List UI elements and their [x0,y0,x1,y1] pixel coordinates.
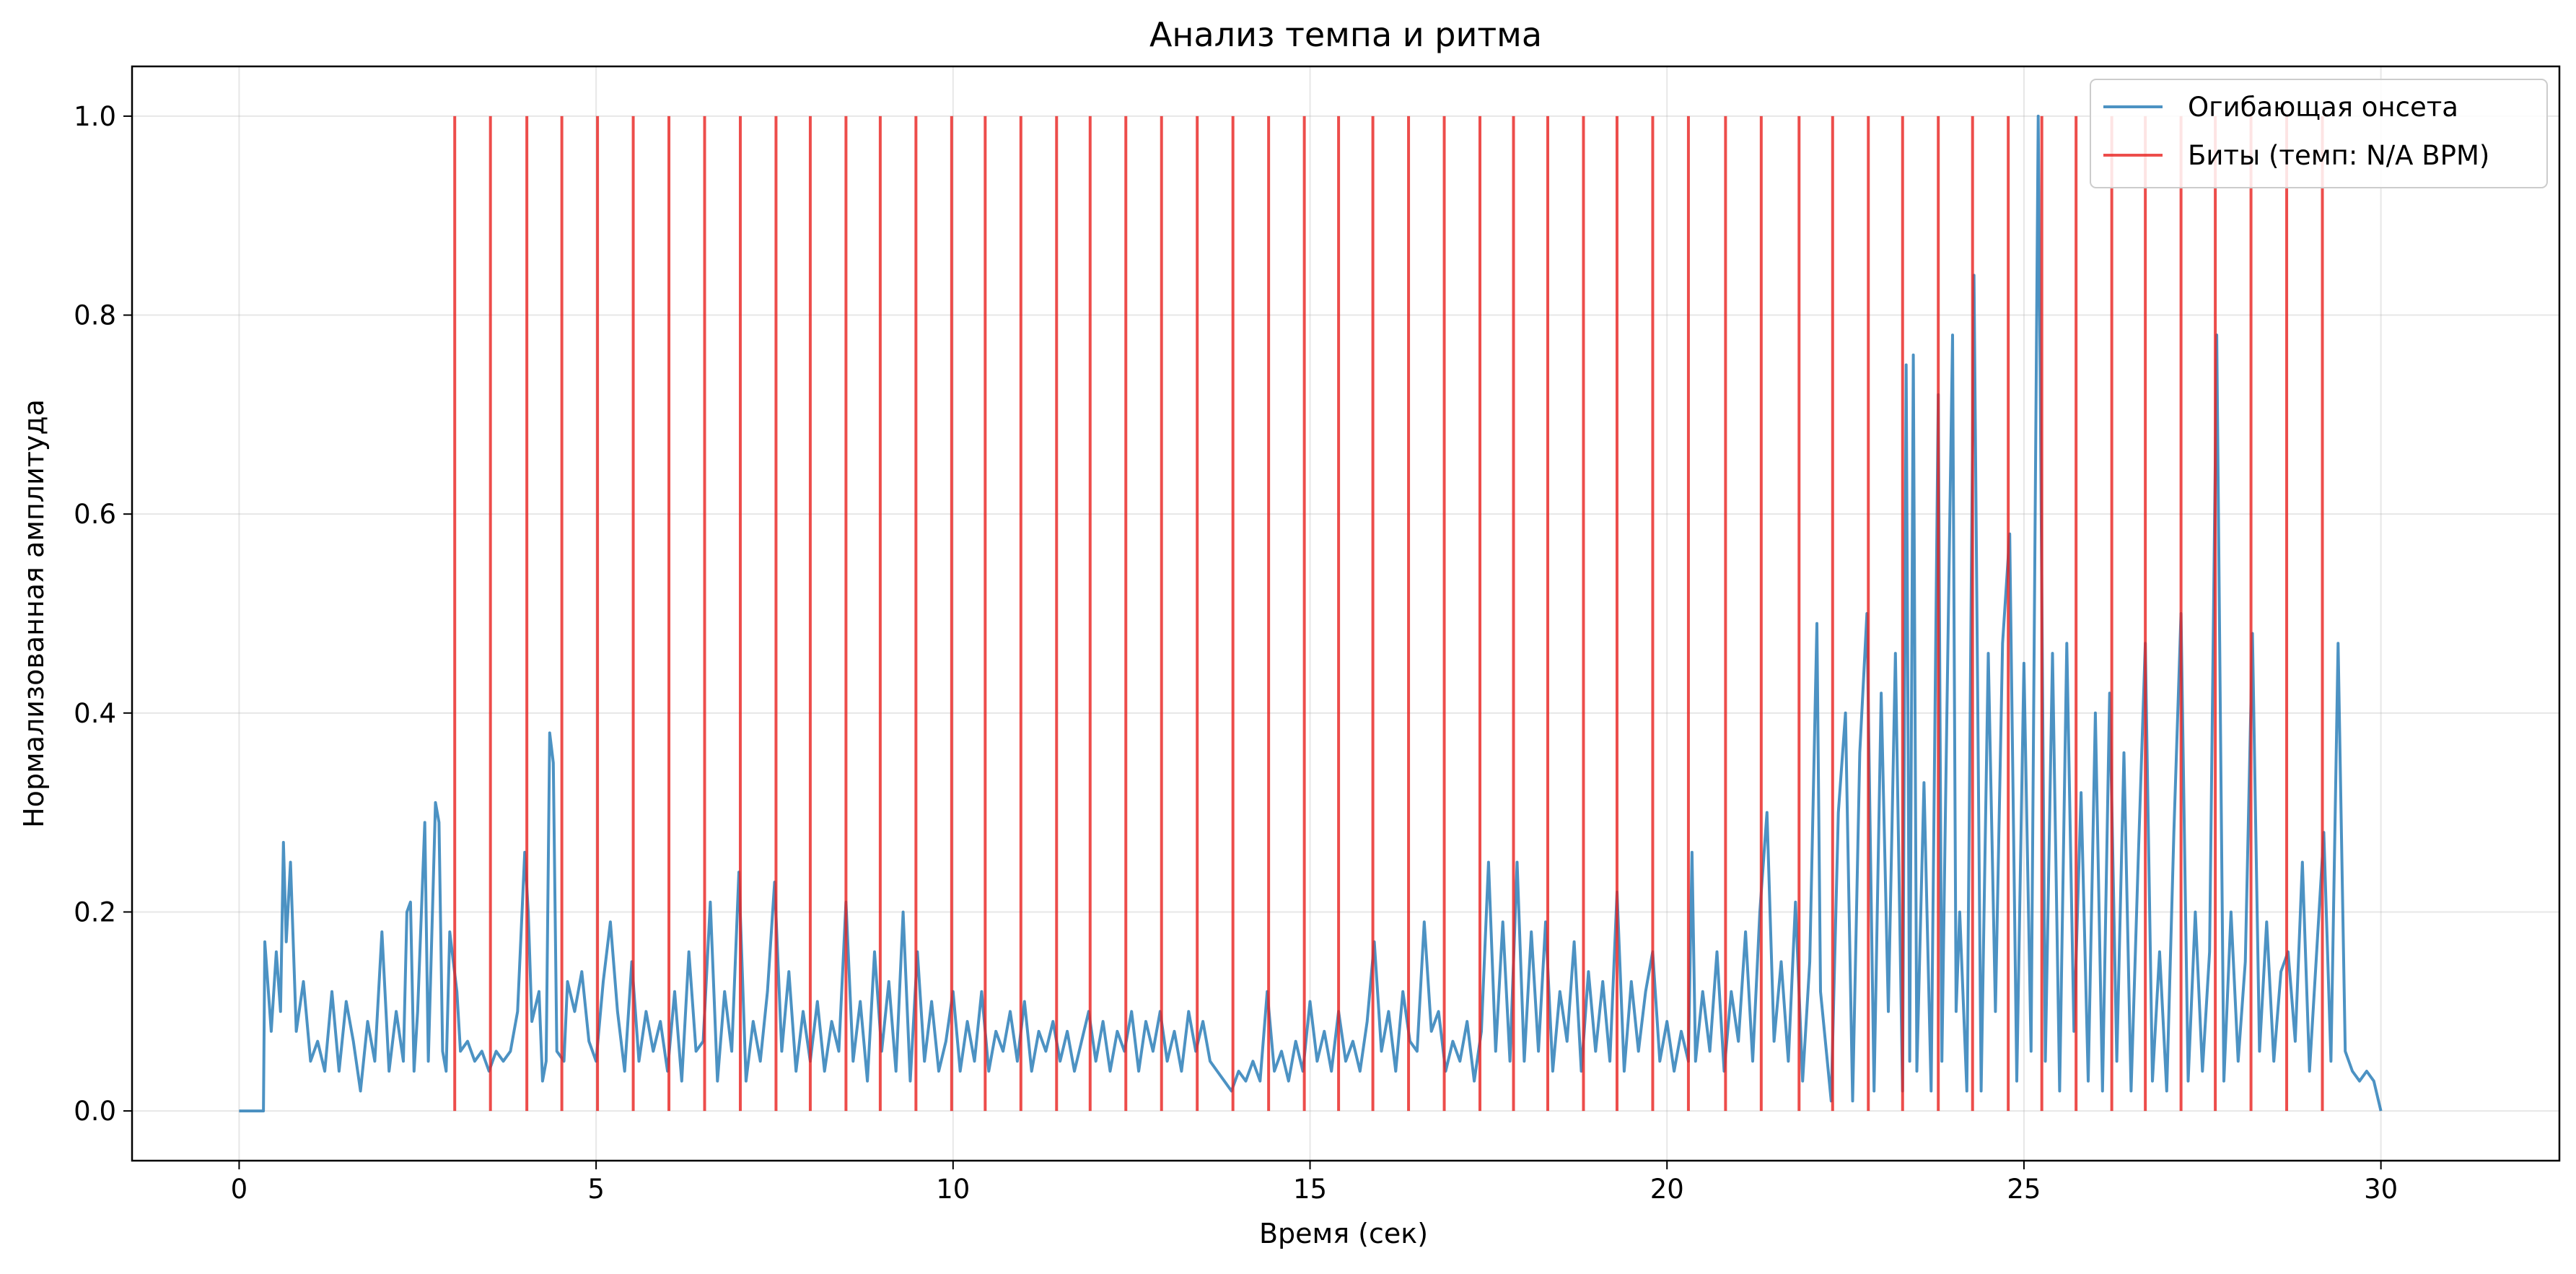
x-axis: 0 5 10 15 20 25 30 [231,1161,2398,1205]
x-tick-label: 0 [231,1174,248,1205]
y-tick-label: 0.2 [74,896,116,928]
legend: Огибающая онсета Биты (темп: N/A BPM) [2090,79,2548,188]
x-tick-label: 5 [587,1174,605,1205]
y-tick-label: 1.0 [74,101,116,132]
y-tick-label: 0.8 [74,300,116,331]
plot-area [239,114,2383,1113]
axes-frame [131,65,2561,1162]
x-axis-label: Время (сек) [1259,1218,1428,1249]
y-axis-label: Нормализованная амплитуда [18,399,50,828]
x-tick-label: 15 [1293,1174,1327,1205]
grid [132,66,2559,1161]
legend-label-beats: Биты (темп: N/A BPM) [2188,140,2489,171]
x-tick-label: 10 [936,1174,970,1205]
chart-title: Анализ темпа и ритма [1149,15,1542,54]
y-axis: 0.0 0.2 0.4 0.6 0.8 1.0 [74,101,132,1127]
y-tick-label: 0.6 [74,499,116,530]
x-tick-label: 20 [1650,1174,1684,1205]
y-tick-label: 0.4 [74,698,116,729]
y-tick-label: 0.0 [74,1096,116,1127]
x-tick-label: 30 [2364,1174,2398,1205]
legend-box [2090,79,2548,188]
x-tick-label: 25 [2007,1174,2041,1205]
onset-envelope-line [239,114,2383,1113]
legend-label-envelope: Огибающая онсета [2188,92,2458,123]
